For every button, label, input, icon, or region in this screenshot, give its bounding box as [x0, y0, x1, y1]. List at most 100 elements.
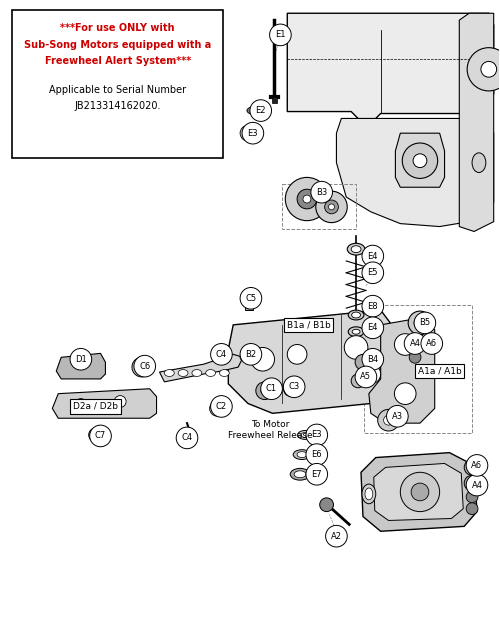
Ellipse shape	[178, 370, 188, 377]
Text: A3: A3	[392, 412, 403, 421]
Ellipse shape	[352, 329, 360, 334]
Circle shape	[251, 348, 274, 371]
Circle shape	[414, 317, 426, 329]
Circle shape	[409, 351, 421, 363]
Bar	[245, 292, 253, 310]
Circle shape	[297, 189, 317, 209]
Text: E1: E1	[275, 30, 285, 39]
Text: ***For use ONLY with: ***For use ONLY with	[60, 23, 175, 33]
Circle shape	[240, 287, 262, 309]
Text: C3: C3	[288, 382, 300, 391]
Ellipse shape	[290, 468, 310, 480]
Ellipse shape	[212, 348, 224, 355]
Circle shape	[408, 311, 432, 335]
Polygon shape	[228, 310, 396, 413]
Circle shape	[284, 381, 299, 397]
Text: E5: E5	[368, 268, 378, 277]
Circle shape	[394, 334, 416, 355]
Text: A1a / A1b: A1a / A1b	[418, 367, 462, 375]
Ellipse shape	[365, 488, 373, 500]
Bar	[272, 97, 278, 103]
Circle shape	[466, 503, 478, 515]
Circle shape	[362, 348, 384, 370]
Circle shape	[362, 296, 384, 317]
Circle shape	[132, 357, 152, 377]
Circle shape	[421, 333, 442, 354]
Circle shape	[311, 181, 332, 203]
Circle shape	[90, 425, 112, 447]
Circle shape	[286, 177, 329, 221]
Text: C2: C2	[216, 402, 227, 411]
Circle shape	[344, 335, 368, 360]
Polygon shape	[160, 354, 243, 382]
Circle shape	[240, 344, 262, 365]
Text: E7: E7	[312, 470, 322, 479]
Text: E4: E4	[368, 251, 378, 261]
Circle shape	[270, 24, 291, 46]
Text: C4: C4	[182, 434, 192, 442]
Circle shape	[466, 491, 478, 503]
Ellipse shape	[348, 310, 364, 320]
Text: B4: B4	[367, 354, 378, 364]
Circle shape	[240, 125, 256, 141]
Polygon shape	[361, 453, 477, 531]
Circle shape	[306, 444, 328, 465]
Circle shape	[362, 245, 384, 267]
Circle shape	[362, 317, 384, 339]
Text: E3: E3	[248, 128, 258, 138]
Circle shape	[361, 364, 380, 384]
Text: To Motor
Freewheel Release: To Motor Freewheel Release	[228, 420, 313, 439]
Circle shape	[256, 382, 274, 399]
Text: C6: C6	[139, 361, 150, 371]
Circle shape	[260, 378, 282, 399]
Circle shape	[400, 472, 440, 511]
Circle shape	[362, 262, 384, 284]
Text: Freewheel Alert System***: Freewheel Alert System***	[44, 56, 191, 66]
Circle shape	[134, 355, 156, 377]
Circle shape	[242, 122, 264, 144]
Circle shape	[75, 399, 87, 410]
Text: B5: B5	[420, 318, 430, 327]
Text: A5: A5	[360, 372, 372, 382]
Ellipse shape	[472, 153, 486, 173]
Circle shape	[355, 354, 371, 370]
Circle shape	[210, 344, 232, 365]
Circle shape	[328, 204, 334, 210]
Circle shape	[250, 100, 272, 122]
Polygon shape	[56, 353, 106, 379]
Text: E8: E8	[368, 302, 378, 311]
Text: Sub-Song Motors equipped with a: Sub-Song Motors equipped with a	[24, 40, 212, 50]
Circle shape	[378, 410, 400, 431]
Circle shape	[92, 432, 98, 438]
Text: E4: E4	[368, 323, 378, 332]
Ellipse shape	[220, 370, 230, 377]
Ellipse shape	[206, 370, 216, 377]
Circle shape	[324, 200, 338, 214]
Text: E3: E3	[312, 430, 322, 439]
Circle shape	[284, 376, 305, 398]
Ellipse shape	[293, 449, 311, 460]
Polygon shape	[374, 463, 463, 520]
Circle shape	[355, 366, 376, 388]
Text: A6: A6	[472, 461, 482, 470]
Circle shape	[316, 191, 347, 223]
FancyBboxPatch shape	[12, 10, 224, 158]
Polygon shape	[288, 13, 494, 123]
Circle shape	[138, 363, 145, 371]
Circle shape	[464, 475, 480, 491]
Circle shape	[414, 312, 436, 334]
Ellipse shape	[362, 484, 376, 504]
Text: C4: C4	[216, 350, 227, 359]
Ellipse shape	[298, 430, 312, 439]
Circle shape	[466, 454, 488, 476]
Text: D1: D1	[75, 354, 86, 364]
Text: A2: A2	[331, 532, 342, 541]
Circle shape	[176, 427, 198, 449]
Text: B3: B3	[316, 187, 328, 197]
Text: A6: A6	[426, 339, 438, 348]
Ellipse shape	[164, 370, 174, 377]
Text: E2: E2	[256, 106, 266, 115]
Text: B2: B2	[246, 350, 256, 359]
Circle shape	[303, 195, 311, 203]
Circle shape	[481, 61, 496, 77]
